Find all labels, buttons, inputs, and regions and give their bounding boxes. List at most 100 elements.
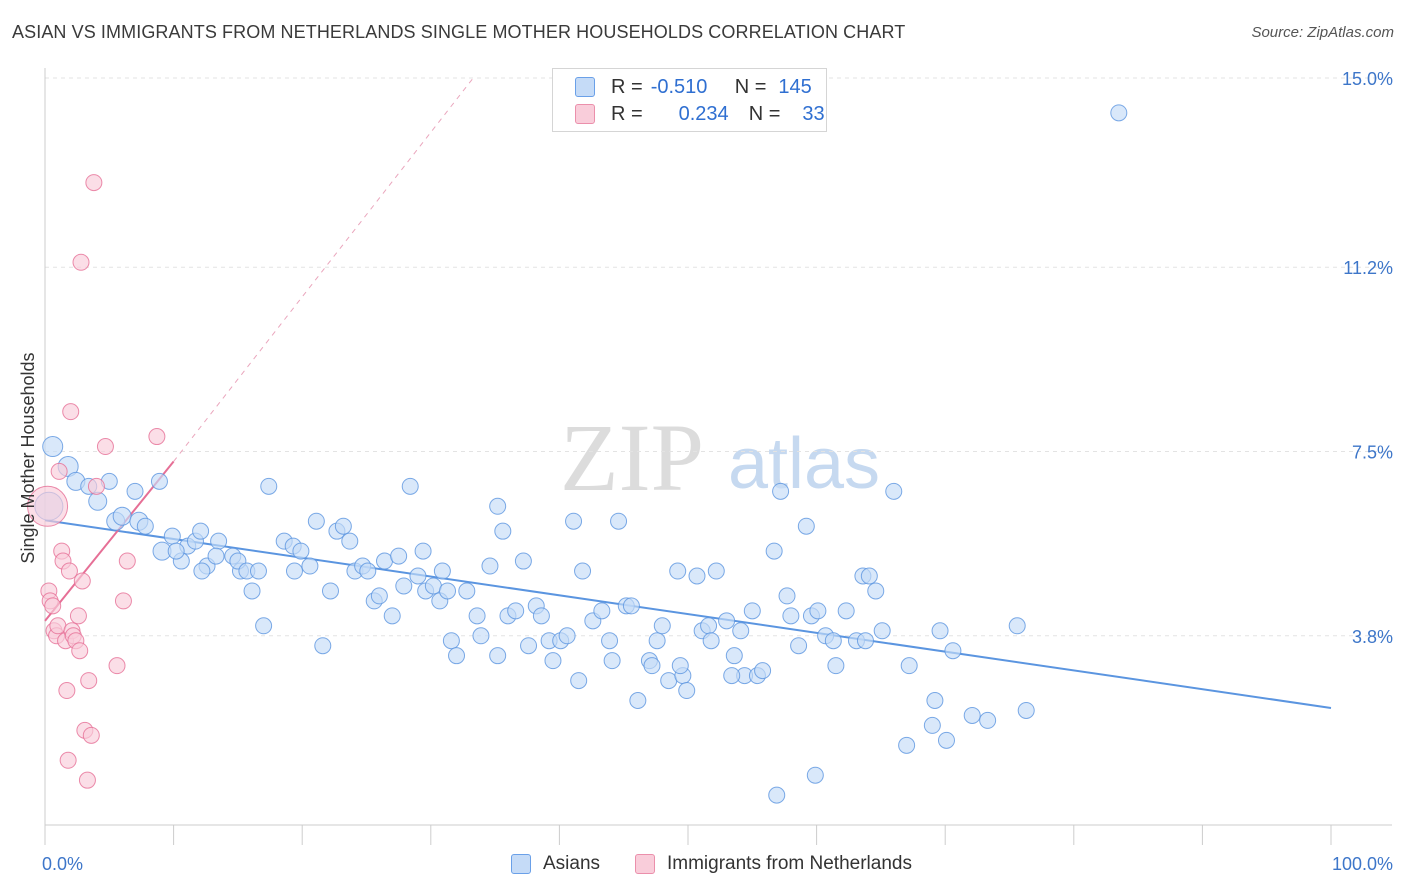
point-asians xyxy=(797,517,815,535)
point-asians xyxy=(648,632,666,650)
trend-line-netherlands xyxy=(44,460,175,622)
point-asians xyxy=(448,647,466,665)
point-asians xyxy=(653,617,671,635)
watermark-atlas: atlas xyxy=(728,424,880,504)
trend-line-netherlands-extension xyxy=(173,77,474,462)
chart-title: ASIAN VS IMMIGRANTS FROM NETHERLANDS SIN… xyxy=(12,22,906,42)
bottom-legend-netherlands: Immigrants from Netherlands xyxy=(635,852,912,876)
point-asians xyxy=(489,647,507,665)
point-asians xyxy=(923,716,941,734)
point-asians xyxy=(979,711,997,729)
point-asians xyxy=(629,692,647,709)
point-asians xyxy=(732,622,750,640)
point-asians xyxy=(671,657,689,675)
point-asians xyxy=(424,577,442,595)
point-netherlands xyxy=(27,485,69,527)
point-asians xyxy=(723,667,741,685)
point-asians xyxy=(544,652,562,670)
point-asians xyxy=(481,557,499,575)
point-asians xyxy=(334,517,352,535)
tick-labels: 3.8% 7.5% 11.2% 15.0% 0.0% 100.0% xyxy=(42,69,1393,874)
bottom-legend-asians: Asians xyxy=(511,852,600,876)
point-asians xyxy=(963,706,981,724)
point-asians xyxy=(260,477,278,495)
bottom-legend-label-netherlands: Immigrants from Netherlands xyxy=(667,853,912,874)
data-points xyxy=(27,104,1128,804)
point-asians xyxy=(243,582,261,600)
point-asians xyxy=(458,582,476,600)
legend-r-value: -0.510 xyxy=(650,75,708,98)
point-asians xyxy=(688,567,706,585)
point-netherlands xyxy=(96,438,114,456)
point-asians xyxy=(314,637,332,655)
point-netherlands xyxy=(80,672,98,690)
point-asians xyxy=(931,622,949,640)
point-asians xyxy=(210,532,228,550)
point-asians xyxy=(370,587,388,605)
point-netherlands xyxy=(78,771,96,789)
point-netherlands xyxy=(72,253,90,271)
point-netherlands xyxy=(69,607,87,625)
point-asians xyxy=(565,512,583,530)
point-asians xyxy=(126,482,144,500)
point-asians xyxy=(414,542,432,560)
point-asians xyxy=(601,632,619,650)
point-netherlands xyxy=(58,682,76,700)
watermark: ZIP atlas xyxy=(560,404,880,511)
point-asians xyxy=(900,657,918,675)
point-asians xyxy=(532,607,550,625)
point-asians xyxy=(193,562,211,580)
bottom-legend-swatch-asians xyxy=(511,854,531,874)
point-asians xyxy=(806,766,824,784)
point-netherlands xyxy=(85,174,103,192)
watermark-zip: ZIP xyxy=(560,404,704,511)
point-asians xyxy=(778,587,796,605)
correlation-legend: R = -0.510 N = 145 R = 0.234 N = 33 xyxy=(552,68,827,132)
point-netherlands xyxy=(118,552,136,570)
point-asians xyxy=(321,582,339,600)
source-label: Source: ZipAtlas.com xyxy=(1251,24,1394,41)
point-asians xyxy=(520,637,538,655)
point-asians xyxy=(610,512,628,530)
bottom-legend-swatch-netherlands xyxy=(635,854,655,874)
point-asians xyxy=(88,491,108,511)
y-tick-label: 15.0% xyxy=(1342,69,1393,89)
point-asians xyxy=(150,472,168,490)
point-asians xyxy=(395,577,413,595)
point-asians xyxy=(442,632,460,650)
point-asians xyxy=(341,532,359,550)
point-asians xyxy=(42,436,64,458)
point-asians xyxy=(514,552,532,570)
point-asians xyxy=(383,607,401,625)
point-netherlands xyxy=(108,657,126,675)
point-asians xyxy=(255,617,273,635)
x-tick-label: 0.0% xyxy=(42,854,83,874)
point-asians xyxy=(944,642,962,660)
point-asians xyxy=(743,602,761,620)
legend-n-value: 33 xyxy=(802,102,825,125)
point-asians xyxy=(1110,104,1128,122)
point-asians xyxy=(718,612,736,630)
point-asians xyxy=(885,482,903,500)
point-asians xyxy=(643,657,661,675)
legend-row-asians: R = -0.510 N = 145 xyxy=(575,75,812,99)
point-asians xyxy=(856,632,874,650)
point-asians xyxy=(873,622,891,640)
point-netherlands xyxy=(73,572,91,590)
point-asians xyxy=(593,602,611,620)
point-asians xyxy=(401,477,419,495)
point-netherlands xyxy=(49,617,67,635)
point-asians xyxy=(207,547,225,565)
point-asians xyxy=(660,672,678,690)
point-asians xyxy=(409,567,427,585)
legend-r-label: R = xyxy=(611,102,643,125)
point-asians xyxy=(163,527,181,545)
point-asians xyxy=(926,692,944,709)
bottom-legend-label-asians: Asians xyxy=(543,853,601,874)
point-asians xyxy=(167,542,185,560)
point-asians xyxy=(622,597,640,615)
point-netherlands xyxy=(50,462,68,480)
point-asians xyxy=(558,627,576,645)
legend-r-value: 0.234 xyxy=(678,102,729,125)
